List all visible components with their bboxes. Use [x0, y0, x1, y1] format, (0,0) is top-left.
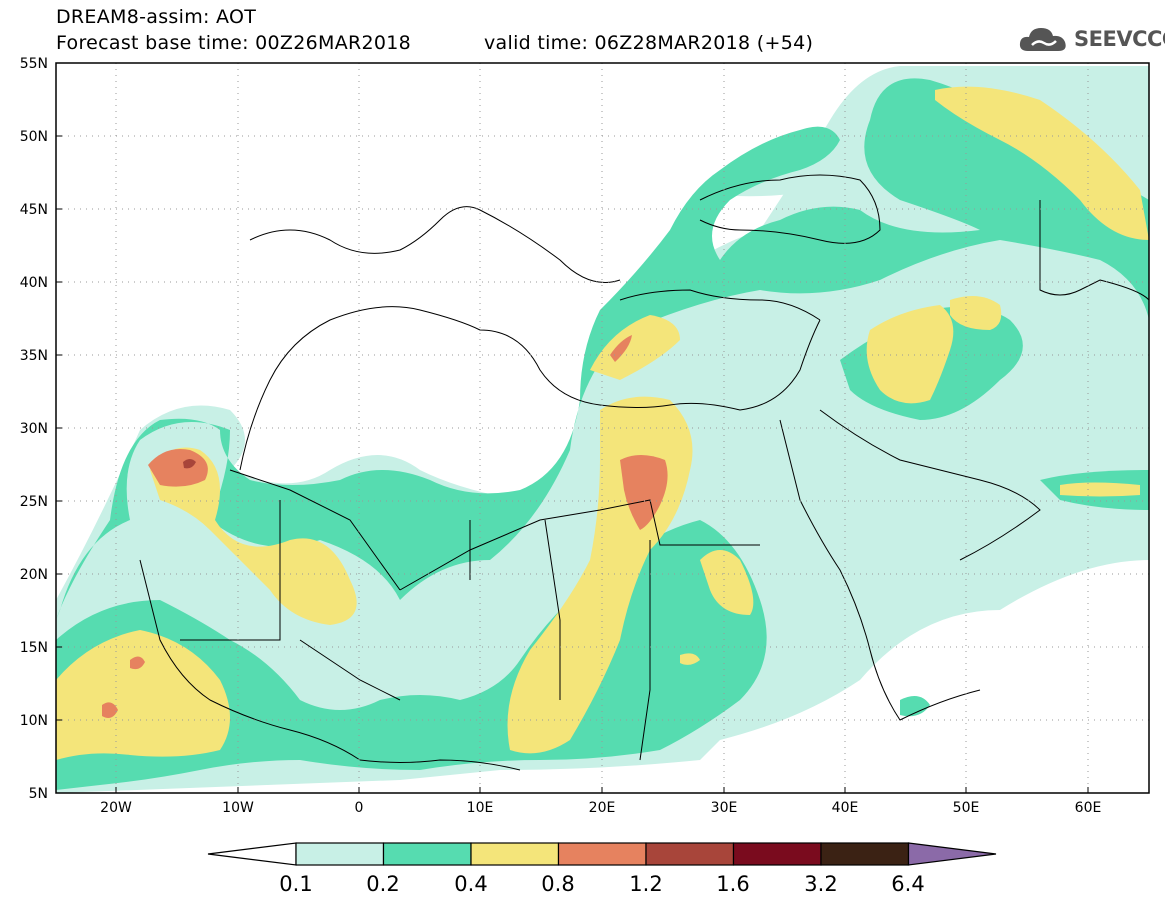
lat-label: 25N	[20, 494, 48, 510]
lat-label: 5N	[29, 786, 48, 802]
aot-band-1-2	[183, 459, 196, 469]
lat-labels: 55N 50N 45N 40N 35N 30N 25N 20N 15N 10N …	[20, 56, 48, 802]
colorbar-swatch	[557, 842, 647, 866]
aot-band-0-8	[102, 335, 668, 718]
axis-ticks	[56, 62, 1089, 793]
colorbar	[207, 842, 997, 866]
lon-label: 10E	[467, 800, 494, 816]
colorbar-swatch	[732, 842, 822, 866]
cloud-icon	[1019, 28, 1066, 51]
aot-fields	[56, 66, 1149, 793]
colorbar-label: 3.2	[804, 872, 838, 896]
colorbar-arrow-low	[207, 842, 297, 866]
colorbar-swatch	[645, 842, 735, 866]
lat-label: 55N	[20, 56, 48, 72]
lon-labels: 20W 10W 0 10E 20E 30E 40E 50E 60E	[100, 800, 1101, 816]
colorbar-swatch	[382, 842, 472, 866]
lat-label: 30N	[20, 421, 48, 437]
lat-label: 50N	[20, 129, 48, 145]
lon-label: 40E	[832, 800, 859, 816]
lat-label: 40N	[20, 275, 48, 291]
colorbar-swatch	[470, 842, 560, 866]
lat-label: 15N	[20, 640, 48, 656]
lat-label: 20N	[20, 567, 48, 583]
colorbar-label: 1.6	[716, 872, 750, 896]
coastlines	[139, 174, 1149, 771]
lon-label: 50E	[953, 800, 980, 816]
colorbar-label: 0.4	[454, 872, 488, 896]
colorbar-label: 6.4	[891, 872, 925, 896]
lon-label: 10W	[222, 800, 254, 816]
model-title: DREAM8-assim: AOT	[56, 6, 257, 28]
lat-label: 45N	[20, 202, 48, 218]
lon-label: 20W	[100, 800, 132, 816]
lon-label: 30E	[711, 800, 738, 816]
colorbar-label: 1.2	[629, 872, 663, 896]
logo-text: SEEVCCC	[1074, 27, 1165, 51]
colorbar-swatch	[295, 842, 385, 866]
colorbar-label: 0.2	[366, 872, 400, 896]
lon-label: 60E	[1075, 800, 1102, 816]
base-time-label: Forecast base time: 00Z26MAR2018	[56, 32, 412, 54]
lat-label: 35N	[20, 348, 48, 364]
colorbar-label: 0.8	[541, 872, 575, 896]
graticule	[56, 63, 1149, 793]
aot-band-0-4	[56, 86, 1149, 760]
colorbar-label: 0.1	[279, 872, 313, 896]
lat-label: 10N	[20, 713, 48, 729]
seevccc-logo: SEEVCCC	[1018, 22, 1165, 56]
lon-label: 20E	[589, 800, 616, 816]
colorbar-arrow-high	[907, 842, 997, 866]
colorbar-swatch	[820, 842, 910, 866]
valid-time-label: valid time: 06Z28MAR2018 (+54)	[484, 32, 814, 54]
lon-label: 0	[355, 800, 364, 816]
